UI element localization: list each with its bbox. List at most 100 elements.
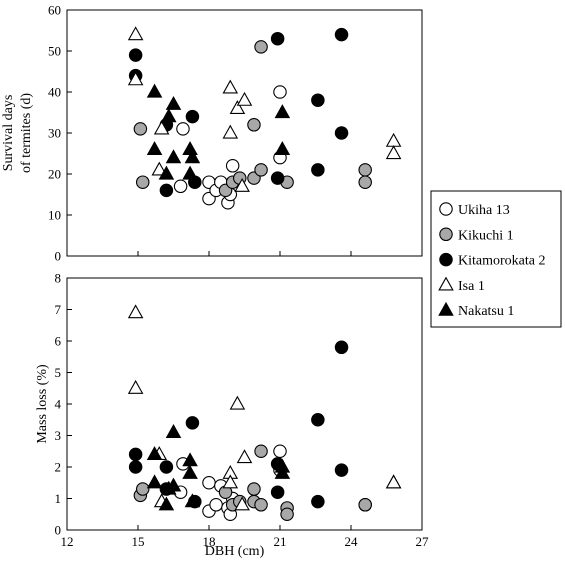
top-point-open-triangle: [127, 26, 144, 41]
bot-point-open-triangle: [385, 474, 402, 489]
top-point-open-triangle: [229, 100, 246, 114]
bot-point-filled-triangle: [146, 446, 163, 460]
bot-point-filled-circle: [128, 460, 143, 474]
top-point-filled-triangle: [182, 165, 198, 180]
legend-label: Isa 1: [458, 279, 485, 294]
bot-point-filled-triangle: [184, 493, 201, 508]
top-panel: 0 10 20 30 40 50 60 Survival days of termites (d…: [1, 3, 423, 264]
legend-marker-grey-circle: [439, 227, 453, 242]
bot-point-grey-circle: [358, 498, 372, 512]
top-point-filled-triangle: [182, 141, 198, 155]
top-point-open-triangle: [153, 120, 170, 135]
bot-point-open-triangle: [234, 496, 250, 511]
legend-label: Kikuchi 1: [458, 228, 514, 243]
top-point-filled-triangle: [158, 165, 175, 180]
bot-point-open-circle: [273, 444, 287, 458]
bot-point-open-triangle: [127, 379, 144, 394]
top-point-open-triangle: [385, 145, 402, 160]
top-point-filled-circle: [334, 126, 349, 140]
top-point-filled-circle: [270, 31, 285, 46]
top-point-open-triangle: [127, 71, 144, 86]
bot-point-filled-circle: [185, 416, 200, 430]
legend-label: Ukiha 13: [458, 203, 510, 218]
top-point-filled-circle: [311, 163, 325, 177]
bot-point-filled-triangle: [274, 464, 291, 479]
bot-y-tick-label: 6: [55, 334, 62, 349]
top-point-filled-triangle: [165, 149, 182, 164]
bot-y-tick-label: 3: [55, 428, 62, 443]
bot-point-filled-triangle: [165, 477, 182, 492]
top-point-filled-triangle: [274, 141, 291, 155]
top-point-grey-circle: [358, 163, 372, 177]
bot-point-filled-circle: [334, 463, 349, 477]
bot-point-filled-triangle: [146, 474, 163, 489]
top-point-filled-circle: [311, 93, 325, 107]
x-tick-label: 24: [345, 534, 359, 549]
top-point-filled-triangle: [146, 141, 163, 155]
bot-point-open-circle: [209, 498, 223, 512]
top-point-open-triangle: [222, 79, 239, 94]
top-y-tick-label: 10: [48, 208, 61, 223]
top-plot-frame: [66, 9, 423, 257]
bot-point-open-triangle: [127, 304, 144, 319]
legend-label: Nakatsu 1: [458, 304, 514, 319]
legend-label: Kitamorokata 2: [458, 254, 545, 269]
bot-plot-frame: [66, 277, 423, 531]
top-y-axis-title-line1: Survival days: [1, 95, 16, 172]
bot-point-filled-circle: [311, 412, 325, 427]
top-point-filled-triangle: [274, 104, 291, 119]
bot-y-tick-label: 2: [55, 460, 62, 475]
top-point-grey-circle: [133, 122, 148, 136]
top-y-tick-label: 0: [55, 249, 62, 264]
top-point-filled-circle: [334, 27, 349, 42]
top-point-filled-triangle: [165, 95, 182, 110]
bot-point-filled-circle: [270, 485, 285, 499]
bot-point-grey-circle: [254, 444, 268, 458]
bot-point-filled-triangle: [182, 464, 198, 479]
top-point-open-triangle: [236, 91, 253, 106]
legend-marker-filled-triangle: [438, 301, 454, 316]
legend: Ukiha 13 Kikuchi 1 Kitamorokata 2 Isa 1 Naka…: [430, 190, 562, 328]
top-point-filled-circle: [270, 171, 285, 185]
bot-point-grey-circle: [135, 482, 150, 496]
top-point-filled-triangle: [160, 108, 177, 123]
top-y-tick-label: 50: [48, 44, 61, 59]
bot-y-tick-label: 4: [55, 397, 62, 412]
legend-marker-open-triangle: [438, 276, 454, 291]
bot-point-open-triangle: [222, 474, 239, 489]
bot-point-filled-circle: [159, 460, 174, 474]
top-point-filled-circle: [185, 109, 200, 124]
bot-point-filled-circle: [311, 494, 325, 509]
bot-point-open-triangle: [236, 449, 253, 464]
x-tick-label: 27: [416, 534, 430, 549]
bottom-y-axis-title: Mass loss (%): [35, 364, 50, 444]
top-y-tick-label: 20: [48, 167, 61, 182]
top-point-grey-circle: [254, 163, 268, 177]
bot-y-tick-label: 1: [55, 491, 62, 506]
bot-y-tick-label: 8: [55, 271, 62, 286]
bot-point-filled-triangle: [158, 496, 175, 511]
top-y-tick-label: 30: [48, 126, 61, 141]
bot-y-tick-label: 5: [55, 365, 62, 380]
top-point-filled-circle: [159, 183, 174, 198]
top-point-open-triangle: [385, 132, 402, 147]
top-point-grey-circle: [135, 175, 150, 189]
x-axis-title: DBH (cm): [205, 544, 265, 559]
top-point-grey-circle: [254, 40, 268, 54]
bot-y-tick-label: 7: [55, 302, 62, 317]
x-tick-label: 15: [132, 534, 145, 549]
top-point-grey-circle: [358, 175, 372, 189]
top-point-open-circle: [176, 122, 190, 136]
bot-point-filled-circle: [334, 340, 349, 355]
top-point-filled-triangle: [146, 83, 163, 98]
x-tick-label: 18: [203, 534, 216, 549]
bot-point-grey-circle: [247, 482, 261, 496]
bot-point-filled-triangle: [165, 424, 182, 438]
legend-marker-filled-circle: [439, 252, 453, 267]
bot-point-grey-circle: [254, 498, 268, 512]
top-y-tick-label: 40: [48, 85, 61, 100]
legend-marker-open-circle: [439, 202, 453, 216]
x-tick-label: 12: [61, 534, 74, 549]
x-tick-label: 21: [274, 534, 287, 549]
